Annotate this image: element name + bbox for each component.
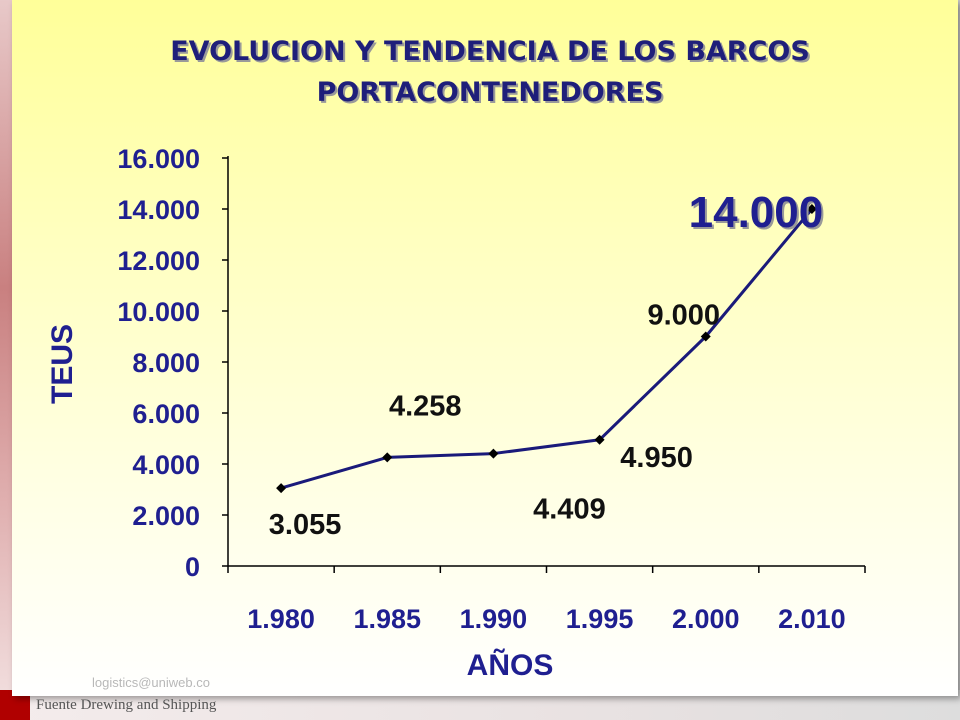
slide-panel <box>12 0 958 696</box>
y-tick-label: 2.000 <box>132 501 200 531</box>
y-axis-label: TEUS <box>46 324 79 404</box>
data-label: 9.000 <box>647 300 720 332</box>
x-tick-label: 1.995 <box>566 604 634 634</box>
y-tick-label: 8.000 <box>132 348 200 378</box>
y-tick-label: 0 <box>185 552 200 582</box>
y-tick-label: 6.000 <box>132 399 200 429</box>
data-point-marker <box>700 331 711 342</box>
x-tick-label: 1.990 <box>460 604 528 634</box>
y-tick-label: 10.000 <box>117 297 200 327</box>
footer-source: Fuente Drewing and Shipping <box>36 697 217 713</box>
y-tick-label: 12.000 <box>117 246 200 276</box>
data-point-marker <box>276 483 287 494</box>
chart-title-line-1: EVOLUCION Y TENDENCIA DE LOS BARCOS <box>170 36 810 67</box>
x-tick-label: 1.980 <box>247 604 315 634</box>
y-tick-labels: 0 2.000 4.000 6.000 8.000 10.000 12.000 14.000 1… <box>117 144 200 582</box>
x-tick-label: 2.000 <box>672 604 740 634</box>
chart-axes <box>222 156 866 573</box>
data-label: 4.409 <box>533 494 606 526</box>
chart-title-line-2: PORTACONTENEDORES <box>317 77 664 108</box>
data-point-marker <box>382 452 393 463</box>
data-label: 4.950 <box>620 442 693 474</box>
data-label: 3.055 <box>269 509 342 541</box>
x-tick-label: 2.010 <box>778 604 846 634</box>
y-tick-label: 14.000 <box>117 195 200 225</box>
series-teus <box>276 204 817 494</box>
footer-email: logistics@uniweb.co <box>92 675 210 690</box>
chart-title-shadow-line-1: EVOLUCION Y TENDENCIA DE LOS BARCOS <box>172 38 812 69</box>
data-point-marker <box>488 448 499 459</box>
data-point-marker <box>594 434 605 445</box>
data-label-shadow: 14.000 <box>691 190 826 239</box>
x-tick-label: 1.985 <box>353 604 421 634</box>
data-label: 4.258 <box>389 390 462 422</box>
y-tick-label: 16.000 <box>117 144 200 174</box>
series-line <box>280 208 814 490</box>
x-axis-label: AÑOS <box>467 648 554 682</box>
data-point-marker <box>806 204 817 214</box>
chart-title-shadow-line-2: PORTACONTENEDORES <box>319 79 666 110</box>
chart-title: EVOLUCION Y TENDENCIA DE LOS BARCOSEVOLU… <box>170 36 812 110</box>
data-label: 14.000 <box>689 188 824 237</box>
x-tick-labels: 1.980 1.985 1.990 1.995 2.000 2.010 <box>247 604 845 634</box>
y-tick-label: 4.000 <box>132 450 200 480</box>
